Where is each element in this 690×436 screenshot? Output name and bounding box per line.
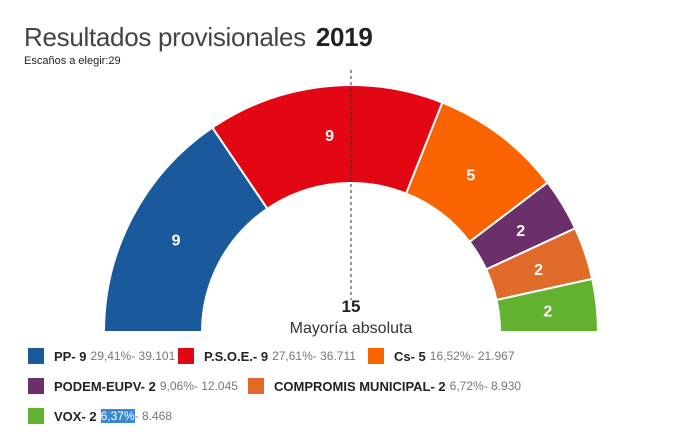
legend-swatch: [248, 378, 264, 394]
legend-swatch: [368, 348, 384, 364]
legend-party: PODEM-EUPV- 2: [54, 378, 156, 394]
legend-stats: 9,06%- 12.045: [159, 379, 238, 393]
legend-stats: 16,52%- 21.967: [429, 349, 515, 363]
legend-item: Cs- 5 16,52%- 21.967: [368, 348, 515, 364]
legend-item: PP- 9 29,41%- 39.101: [28, 348, 175, 364]
majority-label: Mayoría absoluta: [290, 320, 413, 337]
legend-stats: 6,37%- 8.468: [100, 409, 173, 423]
legend-party: P.S.O.E.- 9: [204, 348, 269, 364]
seat-label: 2: [543, 304, 552, 321]
seat-label: 9: [325, 128, 334, 145]
legend-item: VOX- 2 6,37%- 8.468: [28, 408, 172, 424]
legend-party: PP- 9: [54, 348, 87, 364]
legend-swatch: [28, 408, 44, 424]
seat-label: 5: [466, 167, 475, 184]
legend-swatch: [28, 348, 44, 364]
majority-value: 15: [342, 297, 361, 316]
legend-item: PODEM-EUPV- 2 9,06%- 12.045: [28, 378, 238, 394]
legend-party: Cs- 5: [394, 348, 426, 364]
legend-swatch: [28, 378, 44, 394]
legend-item: COMPROMIS MUNICIPAL- 2 6,72%- 8.930: [248, 378, 521, 394]
legend-stats: 6,72%- 8.930: [449, 379, 522, 393]
seat-label: 2: [516, 223, 525, 240]
legend-stats: 27,61%- 36.711: [272, 349, 356, 363]
legend-swatch: [178, 348, 194, 364]
seats-to-elect: Escaños a elegir:29: [24, 55, 121, 67]
seat-label: 2: [534, 262, 543, 279]
legend-party: VOX- 2: [54, 408, 97, 424]
chart-title: Resultados provisionales 2019: [24, 22, 373, 52]
legend-stats: 29,41%- 39.101: [90, 349, 176, 363]
seat-label: 9: [172, 232, 181, 249]
legend-party: COMPROMIS MUNICIPAL- 2: [274, 378, 446, 394]
legend-item: P.S.O.E.- 9 27,61%- 36.711: [178, 348, 356, 364]
slice-vox[interactable]: [495, 277, 600, 333]
